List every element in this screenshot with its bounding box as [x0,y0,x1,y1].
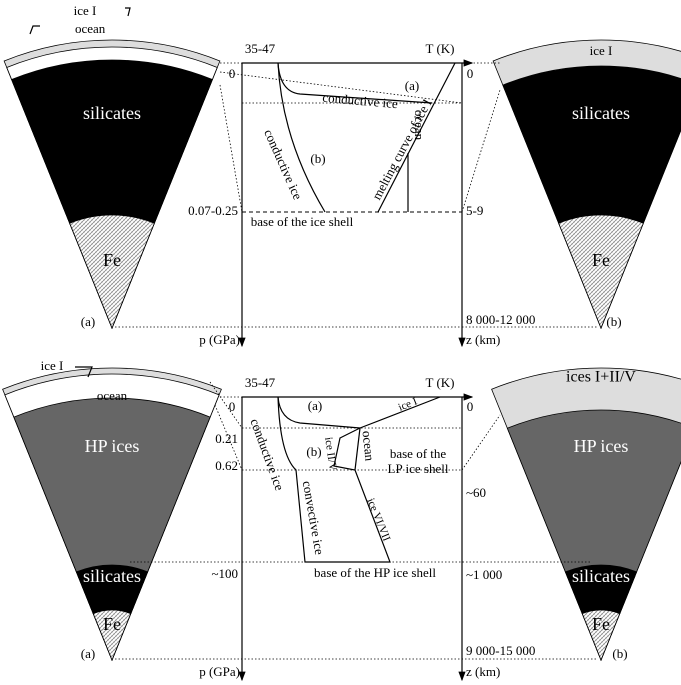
curve-label: ice I [397,395,420,413]
curve-label: conductive ice [261,127,305,202]
t-min: 35-47 [245,41,276,56]
wedge-layer [559,215,644,328]
z-label: 0 [467,399,474,414]
wedge-tag: (b) [606,314,621,329]
curve-label: (b) [310,151,325,166]
layer-label: silicates [83,566,141,586]
layer-label: Fe [103,250,121,270]
lp-base-label: base of the [390,446,447,461]
curve-label: (b) [306,444,321,459]
wedge-layer [70,215,155,328]
curve-label: ice VI/VII [364,497,392,544]
p-axis-label: p (GPa) [199,664,240,679]
p-label: 0.07-0.25 [188,203,238,218]
layer-label: silicates [83,103,141,123]
layer-label: silicates [572,566,630,586]
z-label: ~60 [466,485,486,500]
z-label: 0 [467,66,474,81]
layer-label: HP ices [85,436,140,456]
z-label: ~1 000 [466,567,502,582]
z-axis-label: z (km) [466,664,500,679]
curve-label: (a) [308,398,322,413]
connector [462,90,500,212]
leader [125,8,130,16]
connector [220,85,242,212]
ocean-label: ocean [75,21,106,36]
t-min: 35-47 [245,375,276,390]
p-label: 0 [229,66,236,81]
connector [462,415,500,470]
p-label: 0.21 [215,431,238,446]
wedge-tag: (a) [81,646,95,661]
layer-label: HP ices [574,436,629,456]
ice-label: ice I [74,3,97,18]
base-label: base of the ice shell [251,214,354,229]
z-label: 5-9 [466,203,483,218]
p-label: 0.62 [215,458,238,473]
z-label: 9 000-15 000 [466,643,535,658]
curve-label: ocean [412,110,427,141]
layer-label: Fe [592,614,610,634]
layer-label: Fe [592,250,610,270]
ocean-label: ocean [97,388,128,403]
layer-label: Fe [103,614,121,634]
ice-label: ice I [41,358,64,373]
ocean-line [355,428,360,470]
curve-label: ice II/V [322,436,339,471]
wedge-tag: (b) [612,646,627,661]
z-label: 8 000-12 000 [466,312,535,327]
p-label: 0 [229,399,236,414]
leader [30,26,40,34]
p-axis-label: p (GPa) [199,332,240,347]
base-label: base of the HP ice shell [314,565,436,580]
wedge-tag: (a) [81,314,95,329]
layer-label: ices I+II/V [566,369,636,386]
curve-label: conductive ice [322,90,399,112]
curve-label: ocean [359,430,377,462]
curve-label: (a) [405,78,419,93]
p-label: ~100 [211,566,238,581]
figure: ice I ocean silicates Fe (a) ice I silic… [0,0,681,685]
lp-base-label: LP ice shell [388,461,449,476]
t-axis-label: T (K) [425,375,454,390]
layer-label: silicates [572,103,630,123]
z-axis-label: z (km) [466,332,500,347]
layer-label: ice I [590,43,613,58]
t-axis-label: T (K) [425,41,454,56]
